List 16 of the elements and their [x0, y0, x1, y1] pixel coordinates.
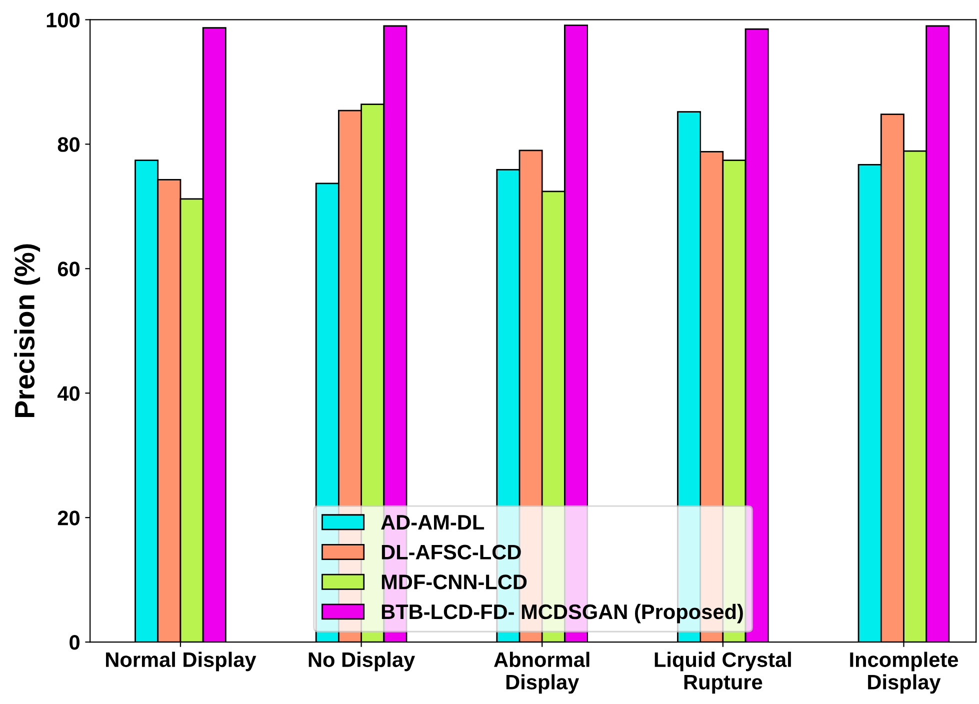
- y-tick-label: 20: [58, 510, 80, 526]
- y-tick-label: 0: [70, 635, 80, 650]
- x-tick-label: Incomplete Display: [850, 652, 958, 694]
- y-tick-label: 40: [57, 386, 80, 401]
- x-tick-label: Abnormal Display: [494, 652, 590, 694]
- y-tick-label: 80: [58, 137, 80, 152]
- x-tick-label: Normal Display: [106, 652, 256, 672]
- legend-label: MDF-CNN-LCD: [382, 574, 527, 590]
- y-tick-label: 100: [46, 12, 80, 28]
- legend-label: AD-AM-DL: [381, 515, 484, 530]
- x-tick-label: No Display: [308, 652, 416, 672]
- x-tick-label: Liquid Crystal Rupture: [654, 652, 791, 694]
- legend-label: DL-AFSC-LCD: [382, 544, 521, 560]
- legend-label: BTB-LCD-FD- MCDSGAN (Proposed): [382, 604, 743, 624]
- y-axis-title: Precision (%): [14, 244, 40, 418]
- y-tick-label: 60: [58, 262, 80, 276]
